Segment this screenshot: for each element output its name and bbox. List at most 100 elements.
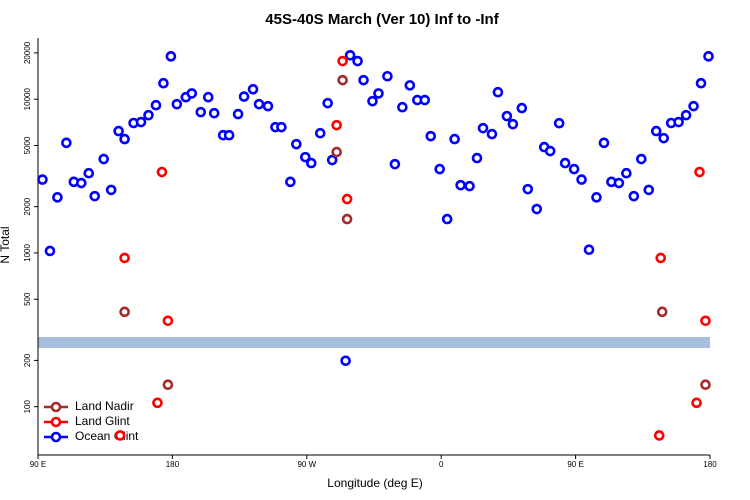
point: [695, 77, 707, 89]
y-tick-label: 100: [23, 399, 32, 413]
point: [700, 315, 711, 327]
point: [486, 128, 498, 140]
point: [156, 166, 168, 178]
point: [404, 80, 416, 91]
point: [238, 91, 250, 102]
point: [522, 183, 534, 195]
x-tick-label: 90 E: [567, 460, 583, 469]
point: [83, 167, 95, 179]
point: [703, 51, 714, 62]
point: [52, 192, 63, 203]
point: [314, 127, 326, 139]
legend-marker: [50, 416, 62, 428]
point: [636, 153, 647, 165]
point: [464, 180, 475, 192]
point: [337, 74, 348, 86]
point: [628, 190, 640, 202]
point: [165, 51, 177, 62]
point: [276, 121, 287, 133]
point: [195, 106, 207, 118]
y-tick-label: 20000: [23, 41, 32, 64]
point: [568, 163, 580, 175]
point: [119, 133, 130, 145]
point: [516, 102, 528, 114]
point: [583, 244, 595, 255]
point: [113, 125, 124, 137]
point: [373, 88, 384, 99]
point: [643, 184, 655, 196]
point: [397, 101, 408, 113]
point: [285, 176, 296, 188]
point: [202, 91, 214, 103]
point: [477, 122, 489, 134]
point: [344, 49, 356, 61]
point: [680, 109, 692, 121]
y-tick-label: 1000: [23, 244, 32, 262]
point: [162, 379, 174, 391]
point: [492, 86, 504, 98]
legend-label: Land Nadir: [75, 399, 134, 413]
point: [262, 100, 274, 112]
point: [358, 74, 369, 86]
y-tick-label: 5000: [23, 136, 32, 154]
point: [326, 154, 338, 166]
point: [337, 55, 348, 67]
point: [291, 138, 302, 150]
point: [340, 355, 351, 367]
point: [322, 97, 334, 109]
point: [89, 190, 101, 202]
point: [653, 430, 665, 441]
point: [150, 99, 162, 111]
point: [152, 397, 163, 409]
point: [37, 174, 48, 185]
point: [135, 116, 147, 128]
point: [223, 129, 235, 141]
point: [143, 109, 154, 121]
x-tick-label: 0: [439, 460, 444, 469]
y-tick-label: 500: [23, 292, 32, 306]
point: [471, 152, 483, 164]
point: [300, 151, 311, 163]
point: [44, 245, 56, 257]
point: [449, 133, 460, 145]
point: [531, 203, 543, 215]
point: [656, 306, 668, 318]
point: [658, 132, 670, 144]
point: [114, 430, 126, 441]
legend-marker: [50, 431, 62, 443]
point: [331, 146, 342, 158]
point: [434, 163, 446, 175]
point: [367, 95, 378, 107]
point: [419, 94, 431, 106]
point: [389, 158, 401, 170]
point: [694, 166, 705, 178]
x-tick-label: 180: [166, 460, 180, 469]
band: [38, 337, 710, 348]
point: [119, 306, 130, 318]
point: [576, 174, 587, 185]
point: [673, 116, 684, 128]
point: [341, 193, 353, 205]
x-axis-label: Longitude (deg E): [327, 476, 422, 490]
y-tick-label: 2000: [23, 197, 32, 215]
point: [507, 118, 519, 130]
point: [382, 70, 393, 82]
point: [591, 192, 602, 203]
point: [553, 117, 565, 129]
legend-label: Ocean Glint: [75, 429, 139, 443]
x-tick-label: 90 W: [297, 460, 316, 469]
y-axis-label: N Total: [0, 226, 12, 263]
point: [441, 213, 453, 225]
point: [341, 213, 353, 225]
point: [688, 100, 699, 112]
point: [655, 252, 667, 264]
point: [425, 130, 437, 142]
point: [171, 98, 183, 110]
point: [352, 55, 363, 67]
point: [544, 145, 556, 157]
y-tick-label: 200: [23, 353, 32, 367]
x-tick-label: 180: [703, 460, 717, 469]
point: [61, 137, 72, 149]
point: [691, 397, 702, 409]
